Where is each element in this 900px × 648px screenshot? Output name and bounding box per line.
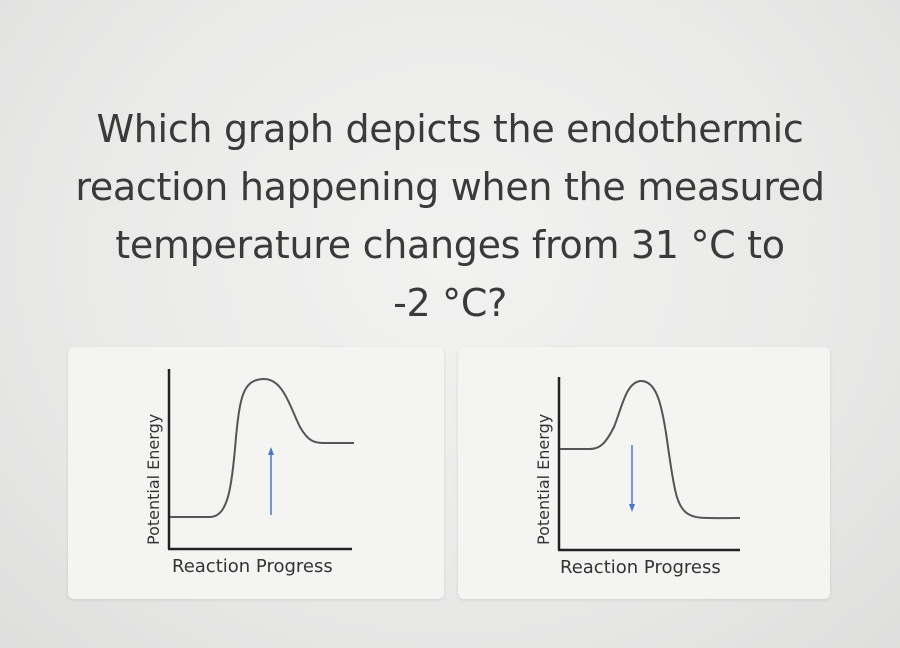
y-axis-label: Potential Energy [144, 413, 163, 545]
question-line-1: Which graph depicts the endothermic [96, 107, 804, 151]
x-axis-label: Reaction Progress [172, 556, 333, 577]
answer-option-b[interactable]: Potential Energy Reaction Progress [458, 347, 830, 599]
question-line-3: temperature changes from 31 °C to [115, 223, 785, 267]
question-line-4: -2 °C? [393, 281, 507, 325]
up-arrow-icon [268, 447, 274, 515]
down-arrow-icon [629, 445, 635, 512]
y-axis-label: Potential Energy [534, 413, 553, 545]
energy-diagram-b [557, 377, 741, 552]
energy-curve [560, 379, 741, 520]
energy-diagram-a [167, 369, 354, 551]
answer-option-a[interactable]: Potential Energy Reaction Progress [68, 347, 444, 599]
question-text: Which graph depicts the endothermic reac… [40, 100, 860, 332]
x-axis-label: Reaction Progress [560, 557, 721, 578]
energy-curve [170, 377, 354, 518]
question-line-2: reaction happening when the measured [75, 165, 825, 209]
